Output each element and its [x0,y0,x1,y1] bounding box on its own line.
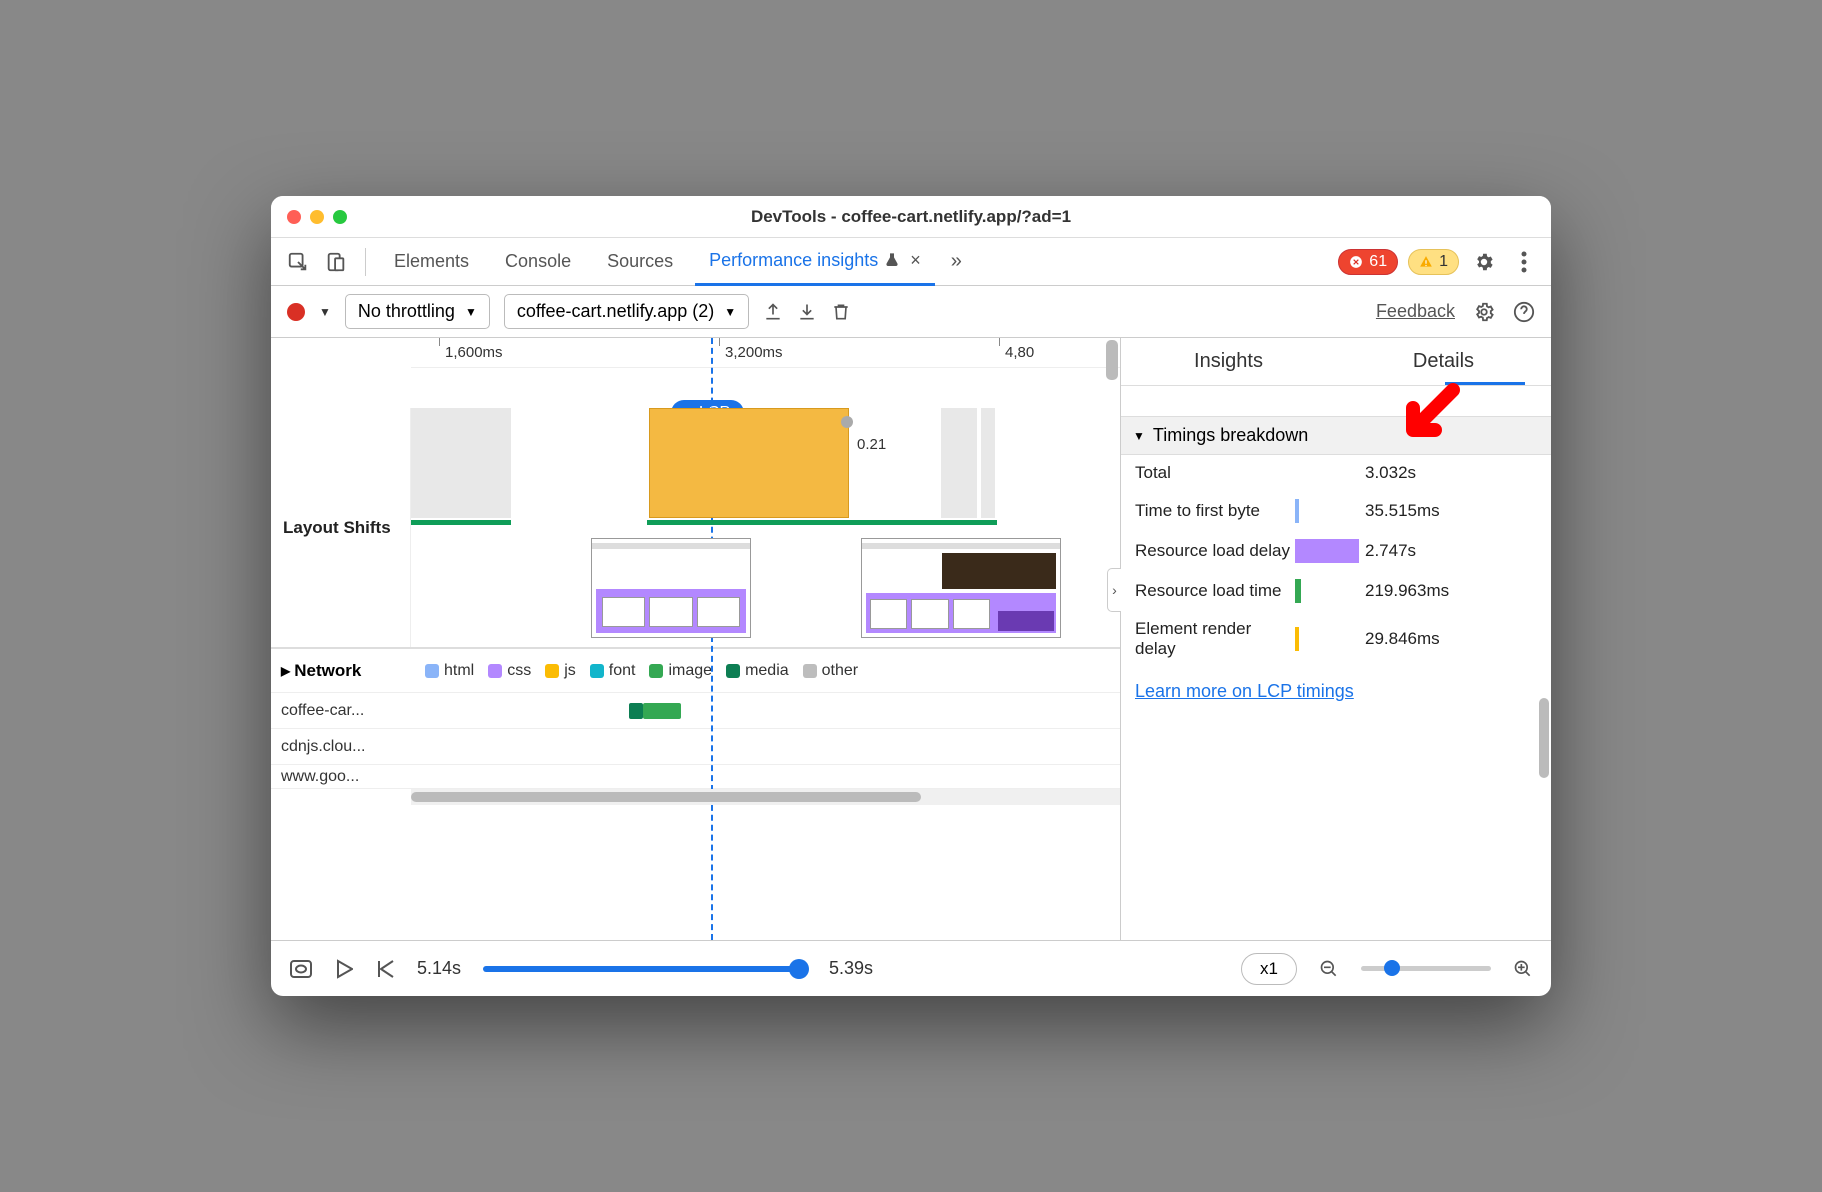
errors-count: 61 [1369,253,1387,271]
close-tab-icon[interactable]: × [910,250,921,271]
titlebar: DevTools - coffee-cart.netlify.app/?ad=1 [271,196,1551,238]
network-header[interactable]: ▶ Network [281,661,411,681]
green-bar [411,520,511,525]
seek-slider[interactable] [483,966,807,972]
details-pane: › Insights Details ▼ Timings breakdown T… [1121,338,1551,940]
errors-badge[interactable]: 61 [1338,249,1398,275]
timing-row-ttfb: Time to first byte 35.515ms [1121,491,1551,531]
tab-sources[interactable]: Sources [593,238,687,286]
throttling-value: No throttling [358,301,455,322]
playback-speed[interactable]: x1 [1241,953,1297,985]
details-tabs: Insights Details [1121,338,1551,386]
help-icon[interactable] [1513,301,1535,323]
tab-console[interactable]: Console [491,238,585,286]
close-window-button[interactable] [287,210,301,224]
timeline-block [941,408,977,518]
settings-icon[interactable] [1469,247,1499,277]
request-bar[interactable] [643,703,681,719]
vertical-scrollbar[interactable] [1106,340,1118,380]
time-ruler: 1,600ms 3,200ms 4,80 [411,338,1120,368]
feedback-link[interactable]: Feedback [1376,301,1455,322]
rewind-icon[interactable] [375,959,395,979]
tab-insights[interactable]: Insights [1121,338,1336,385]
timing-row-load-time: Resource load time 219.963ms [1121,571,1551,611]
inspect-icon[interactable] [283,247,313,277]
green-bar [647,520,997,525]
timing-row-total: Total 3.032s [1121,455,1551,491]
window-title: DevTools - coffee-cart.netlify.app/?ad=1 [271,207,1551,227]
timeline-block [981,408,995,518]
learn-more-link[interactable]: Learn more on LCP timings [1121,667,1551,716]
layout-shifts-label: Layout Shifts [271,408,411,647]
horizontal-scrollbar[interactable] [411,789,1120,805]
network-row[interactable]: coffee-car... [271,693,1120,729]
flask-icon [884,251,900,269]
zoom-in-icon[interactable] [1513,959,1533,979]
panel-toolbar: ▼ No throttling ▼ coffee-cart.netlify.ap… [271,286,1551,338]
ruler-tick: 1,600ms [445,344,503,361]
timing-row-load-delay: Resource load delay 2.747s [1121,531,1551,571]
ruler-tick: 4,80 [1005,344,1034,361]
cls-block[interactable] [649,408,849,518]
traffic-lights [287,210,347,224]
minimize-window-button[interactable] [310,210,324,224]
zoom-out-icon[interactable] [1319,959,1339,979]
play-icon[interactable] [335,959,353,979]
tab-label: Performance insights [709,250,878,271]
playback-footer: 5.14s 5.39s x1 [271,940,1551,996]
warnings-badge[interactable]: 1 [1408,249,1459,275]
timeline-pane: 1,600ms 3,200ms 4,80 LCP Layout Shifts [271,338,1121,940]
network-section: ▶ Network html css js font image media o… [271,648,1120,805]
collapse-panel-icon[interactable]: › [1107,568,1121,612]
time-current: 5.14s [417,958,461,979]
ruler-tick: 3,200ms [725,344,783,361]
zoom-slider[interactable] [1361,966,1491,971]
cls-value: 0.21 [857,436,886,453]
vertical-scrollbar[interactable] [1537,398,1549,930]
more-tabs-icon[interactable]: » [943,250,970,273]
preview-icon[interactable] [289,959,313,979]
record-dropdown-icon[interactable]: ▼ [319,305,331,319]
warnings-count: 1 [1439,253,1448,271]
layout-shifts-row: Layout Shifts 0.21 [271,408,1120,648]
panel-settings-icon[interactable] [1473,301,1495,323]
layout-thumbnail[interactable] [861,538,1061,638]
record-button[interactable] [287,303,305,321]
timing-row-render-delay: Element render delay 29.846ms [1121,611,1551,667]
tab-elements[interactable]: Elements [380,238,483,286]
tab-details[interactable]: Details [1336,338,1551,385]
request-bar[interactable] [629,703,643,719]
throttling-select[interactable]: No throttling ▼ [345,294,490,329]
export-icon[interactable] [763,302,783,322]
device-toggle-icon[interactable] [321,247,351,277]
more-icon[interactable] [1509,247,1539,277]
time-total: 5.39s [829,958,873,979]
maximize-window-button[interactable] [333,210,347,224]
tab-performance-insights[interactable]: Performance insights × [695,238,935,286]
delete-icon[interactable] [831,301,851,323]
devtools-tabbar: Elements Console Sources Performance ins… [271,238,1551,286]
page-select[interactable]: coffee-cart.netlify.app (2) ▼ [504,294,749,329]
timeline-block [411,408,511,518]
import-icon[interactable] [797,302,817,322]
network-row[interactable]: cdnjs.clou... [271,729,1120,765]
timings-section-header[interactable]: ▼ Timings breakdown [1121,416,1551,455]
network-legend: html css js font image media other [425,662,858,680]
annotation-arrow-icon [1393,380,1463,450]
cls-point-icon[interactable] [841,416,853,428]
page-select-value: coffee-cart.netlify.app (2) [517,301,714,322]
network-row[interactable]: www.goo... [271,765,1120,789]
layout-thumbnail[interactable] [591,538,751,638]
